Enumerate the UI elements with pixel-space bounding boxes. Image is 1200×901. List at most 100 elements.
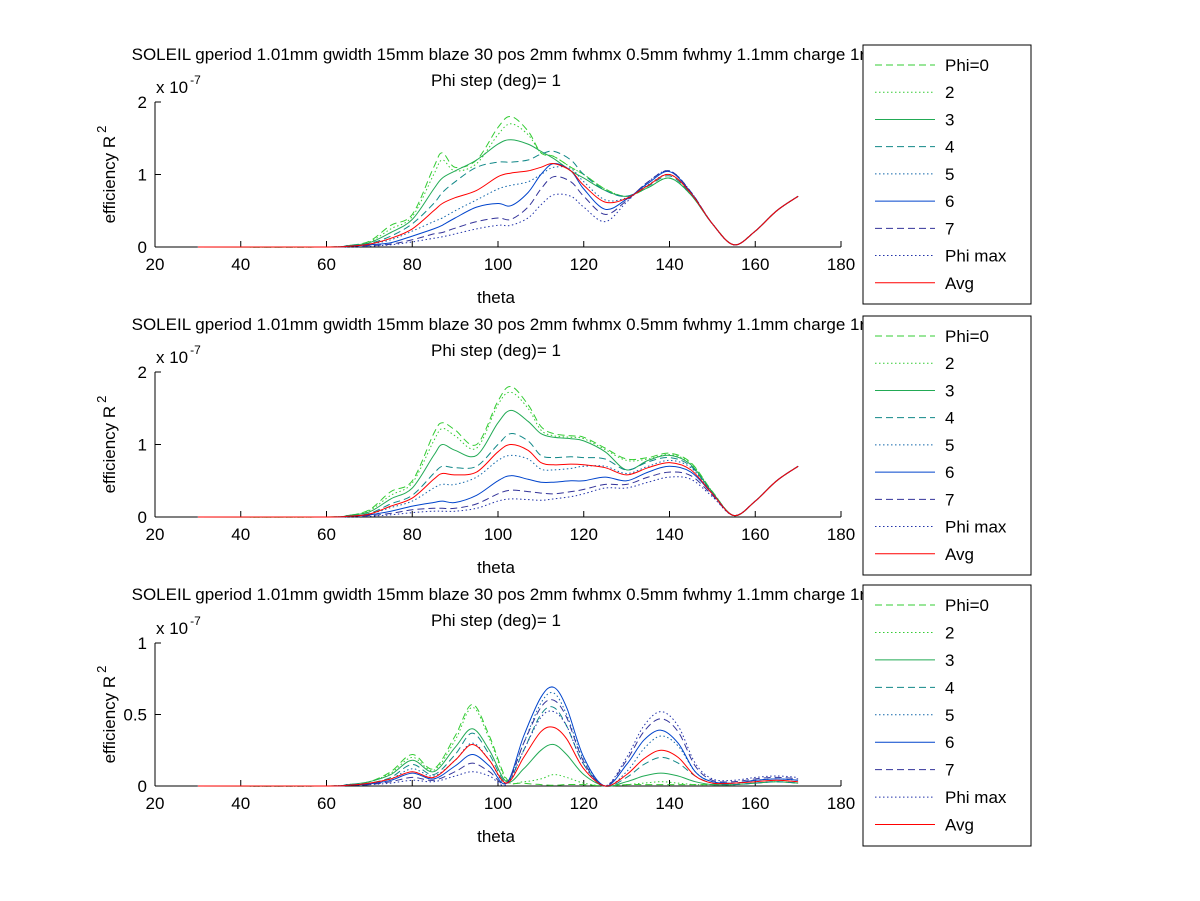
legend-label: 5 <box>945 436 954 455</box>
multiplier-base: x 10 <box>156 619 188 638</box>
legend-box <box>862 44 1032 305</box>
series-line-2 <box>197 706 799 787</box>
legend-label: 4 <box>945 678 954 697</box>
x-tick-label: 40 <box>231 255 250 274</box>
x-tick-label: 180 <box>827 525 855 544</box>
x-axis-label: theta <box>477 558 515 577</box>
x-tick-label: 120 <box>570 525 598 544</box>
series-line-5 <box>197 166 799 248</box>
x-tick-label: 60 <box>317 794 336 813</box>
legend-label: 2 <box>945 83 954 102</box>
x-tick-label: 60 <box>317 255 336 274</box>
x-tick-label: 140 <box>655 794 683 813</box>
x-tick-label: 180 <box>827 255 855 274</box>
x-tick-label: 80 <box>403 525 422 544</box>
series-lines <box>197 115 799 248</box>
legend-box <box>862 584 1032 847</box>
legend-label: 7 <box>945 219 954 238</box>
axis-multiplier: x 10 -7 <box>156 73 201 97</box>
series-line-3 <box>197 728 799 787</box>
legend-label: 4 <box>945 409 954 428</box>
legend-label: 4 <box>945 138 954 157</box>
x-tick-label: 120 <box>570 794 598 813</box>
chart-title: SOLEIL gperiod 1.01mm gwidth 15mm blaze … <box>132 315 965 334</box>
y-tick-label: 0 <box>138 777 147 796</box>
x-tick-label: 100 <box>484 525 512 544</box>
x-tick-label: 140 <box>655 255 683 274</box>
multiplier-exponent: -7 <box>190 343 201 357</box>
series-line-phi-0 <box>197 385 799 518</box>
y-axis-label: efficiency R 2 <box>94 396 119 494</box>
legend-label: Avg <box>945 274 974 293</box>
series-line-6 <box>197 163 799 248</box>
legend-label: Avg <box>945 545 974 564</box>
y-tick-label: 0.5 <box>123 706 147 725</box>
legend-label: 6 <box>945 463 954 482</box>
y-tick-label: 2 <box>138 363 147 382</box>
x-tick-label: 60 <box>317 525 336 544</box>
series-line-phi-0 <box>197 703 799 787</box>
x-tick-label: 20 <box>146 525 165 544</box>
series-line-phi-max <box>197 170 799 248</box>
chart-subtitle: Phi step (deg)= 1 <box>431 611 561 630</box>
x-axis-label: theta <box>477 827 515 846</box>
legend-label: 3 <box>945 110 954 129</box>
legend-label: 2 <box>945 623 954 642</box>
x-tick-label: 140 <box>655 525 683 544</box>
legend: Phi=0 2 3 4 5 6 7 Phi max Avg <box>862 44 1032 305</box>
x-tick-label: 80 <box>403 794 422 813</box>
multiplier-exponent: -7 <box>190 614 201 628</box>
legend-label: Phi=0 <box>945 596 989 615</box>
legend-label: 6 <box>945 733 954 752</box>
chart-title: SOLEIL gperiod 1.01mm gwidth 15mm blaze … <box>132 45 965 64</box>
y-axis-label: efficiency R 2 <box>94 666 119 764</box>
x-tick-label: 20 <box>146 794 165 813</box>
y-axis-label-text: efficiency R <box>100 676 119 764</box>
x-tick-label: 40 <box>231 525 250 544</box>
legend-label: Phi=0 <box>945 327 989 346</box>
series-line-avg <box>197 726 799 787</box>
y-axis-label-superscript: 2 <box>94 126 109 133</box>
y-tick-label: 1 <box>138 634 147 653</box>
series-line-phi-max <box>197 465 799 518</box>
legend: Phi=0 2 3 4 5 6 7 Phi max Avg <box>862 315 1032 576</box>
series-line-2 <box>197 123 799 248</box>
x-tick-label: 160 <box>741 255 769 274</box>
x-tick-label: 180 <box>827 794 855 813</box>
series-line-avg <box>197 443 799 518</box>
chart-subtitle: Phi step (deg)= 1 <box>431 341 561 360</box>
chart-subtitle: Phi step (deg)= 1 <box>431 71 561 90</box>
series-line-7 <box>197 465 799 518</box>
y-axis-label-superscript: 2 <box>94 666 109 673</box>
series-line-avg <box>197 163 799 248</box>
series-line-phi-max <box>197 710 799 787</box>
axis-multiplier: x 10 -7 <box>156 614 201 638</box>
series-line-7 <box>197 699 799 787</box>
series-line-7 <box>197 170 799 248</box>
legend-label: Phi max <box>945 518 1007 537</box>
subplot-3: 20 40 60 80 100 120 140 160 180 0 0.5 1 x 10 -7 theta e… <box>94 584 1032 847</box>
x-tick-label: 160 <box>741 794 769 813</box>
series-line-phi-0 <box>197 115 799 248</box>
x-tick-label: 160 <box>741 525 769 544</box>
x-tick-label: 40 <box>231 794 250 813</box>
series-line-4 <box>197 433 799 518</box>
legend-label: Phi=0 <box>945 56 989 75</box>
legend-label: 3 <box>945 381 954 400</box>
x-axis-label: theta <box>477 288 515 307</box>
legend-box <box>862 315 1032 576</box>
legend-label: Avg <box>945 816 974 835</box>
axis-multiplier: x 10 -7 <box>156 343 201 367</box>
y-tick-label: 1 <box>138 436 147 455</box>
series-line-2 <box>197 391 799 518</box>
legend-label: 5 <box>945 706 954 725</box>
multiplier-base: x 10 <box>156 348 188 367</box>
y-tick-label: 0 <box>138 238 147 257</box>
legend-label: 2 <box>945 354 954 373</box>
series-line-5 <box>197 692 799 787</box>
legend-label: 6 <box>945 192 954 211</box>
multiplier-exponent: -7 <box>190 73 201 87</box>
series-line-6 <box>197 686 799 787</box>
y-axis-label-superscript: 2 <box>94 396 109 403</box>
